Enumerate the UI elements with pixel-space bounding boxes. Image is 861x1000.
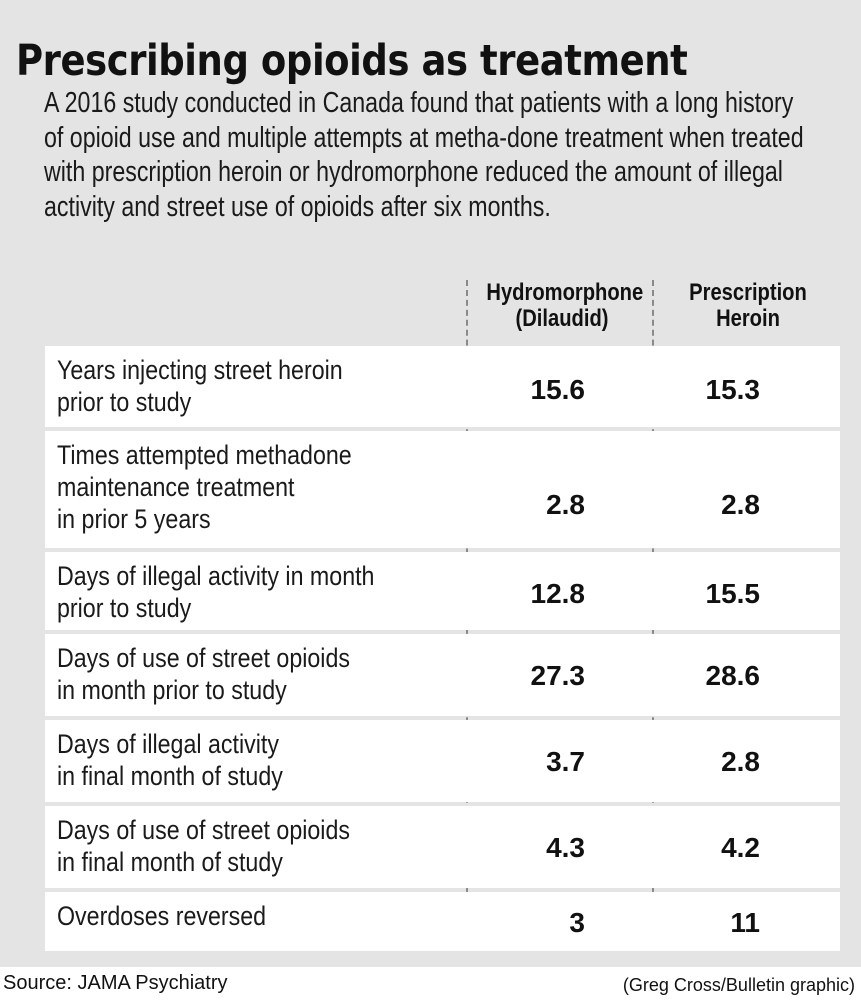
value-hydromorphone: 4.3 [546,832,585,863]
table-row: Days of illegal activity in month prior … [45,552,840,630]
value-prescription-heroin: 15.5 [705,578,761,609]
row-label: Days of illegal activity in month prior … [57,561,375,623]
value-prescription-heroin: 11 [730,907,760,938]
value-hydromorphone: 3.7 [546,746,585,777]
row-label: Days of use of street opioids in final m… [57,815,350,877]
value-hydromorphone: 27.3 [530,660,586,691]
value-prescription-heroin: 15.3 [705,374,761,405]
data-table-body: Years injecting street heroin prior to s… [45,346,840,955]
value-hydromorphone: 15.6 [530,374,586,405]
intro-paragraph: A 2016 study conducted in Canada found t… [44,87,804,223]
row-label: Overdoses reversed [57,901,267,931]
table-row: Overdoses reversed 3 11 [45,892,840,951]
graphic-credit: (Greg Cross/Bulletin graphic) [622,975,855,995]
table-row: Days of illegal activity in final month … [45,720,840,802]
table-row: Days of use of street opioids in final m… [45,806,840,888]
value-hydromorphone: 3 [569,907,585,938]
row-label: Days of illegal activity in final month … [57,729,283,791]
row-label: Days of use of street opioids in month p… [57,643,350,705]
column-header-prescription-heroin: Prescription Heroin [689,279,807,332]
row-label: Times attempted methadone maintenance tr… [57,440,352,534]
value-hydromorphone: 2.8 [546,489,585,520]
source-note: Source: JAMA Psychiatry [3,972,228,994]
row-label: Years injecting street heroin prior to s… [57,355,343,417]
value-prescription-heroin: 28.6 [705,660,761,691]
graphic-title: Prescribing opioids as treatment [16,36,688,86]
value-prescription-heroin: 2.8 [721,746,760,777]
infographic-panel: Prescribing opioids as treatment A 2016 … [0,0,861,967]
table-row: Times attempted methadone maintenance tr… [45,431,840,548]
value-prescription-heroin: 4.2 [721,832,760,863]
table-row: Days of use of street opioids in month p… [45,634,840,716]
table-row: Years injecting street heroin prior to s… [45,346,840,427]
value-hydromorphone: 12.8 [530,578,586,609]
column-header-hydromorphone: Hydromorphone (Dilaudid) [486,279,644,332]
value-prescription-heroin: 2.8 [721,489,760,520]
